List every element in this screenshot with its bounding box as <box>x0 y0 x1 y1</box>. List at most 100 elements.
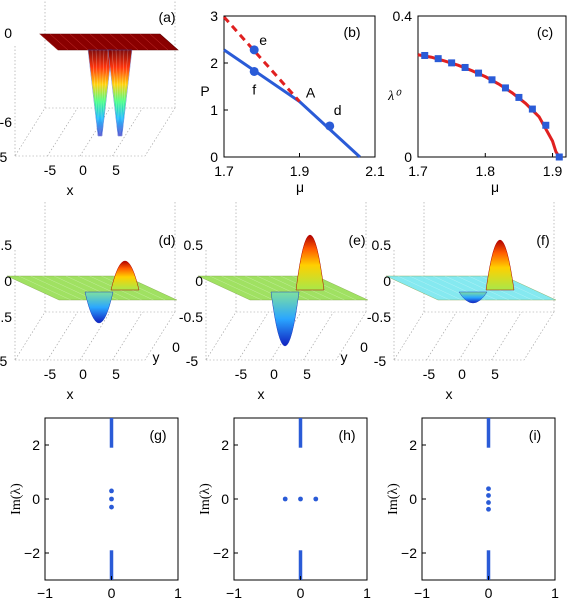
panel-b-point-d <box>325 121 335 131</box>
panel-e-xlabel: x <box>258 386 265 402</box>
panel-a-mesh-line <box>39 33 59 51</box>
panel-c-marker <box>448 59 456 67</box>
panel-i-ytick-label: 2 <box>409 437 417 453</box>
panel-b-ytick-label: 3 <box>210 8 218 24</box>
panel-h-ytick-label: −2 <box>213 545 229 561</box>
panel-c-marker <box>501 84 509 92</box>
panel-c-marker <box>475 69 483 77</box>
panel-a-ztick-label: 0 <box>4 25 12 41</box>
panel-a-mesh-line <box>79 33 99 51</box>
panel-d-floor-grid <box>79 311 111 361</box>
panel-e-trough <box>270 291 300 346</box>
panel-c-marker <box>488 76 496 84</box>
panel-a-well-mesh <box>100 49 105 137</box>
panel-c-marker <box>434 55 442 63</box>
panel-c-curve <box>417 53 561 158</box>
panel-a-mesh-line <box>59 33 79 51</box>
panel-d-xtick-label: 0 <box>79 366 87 382</box>
panel-d-trough <box>84 291 114 324</box>
panel-c-marker <box>555 153 563 161</box>
panel-b-xtick-label: 2.1 <box>365 163 385 179</box>
panel-a-floor-grid <box>112 107 143 157</box>
panel-h-xtick-label: 1 <box>363 585 371 601</box>
panel-i-xtick-label: −1 <box>414 585 430 601</box>
panel-a-well-mesh <box>121 49 133 137</box>
panel-a-label: (a) <box>158 9 175 25</box>
panel-d-ztick-label: 0.5 <box>0 237 12 253</box>
panel-b-dashed-branch <box>222 15 301 103</box>
panel-e-mesh-line <box>209 275 262 301</box>
panel-i-label: (i) <box>529 427 541 443</box>
panel-e-mesh-line <box>221 275 274 301</box>
panel-c-ytick-label: 0.4 <box>393 8 413 24</box>
panel-a-well-mesh <box>95 49 100 137</box>
panel-i-eigenvalue <box>486 493 491 498</box>
panel-c-marker <box>542 121 550 129</box>
panel-e-xtick-label: -5 <box>235 366 248 382</box>
panel-b-ytick-label: 2 <box>210 55 218 71</box>
panel-e-ylabel: y <box>153 349 160 365</box>
panel-f-xlabel: x <box>446 386 453 402</box>
panel-e-floor-grid <box>303 311 334 361</box>
panel-f-floor-grid <box>491 311 522 361</box>
panel-e-mesh-line <box>268 275 321 301</box>
panel-a-well-mesh <box>115 49 120 137</box>
panel-f-mesh-line <box>444 275 498 301</box>
panel-a-xlabel: x <box>67 182 74 198</box>
panel-d-floor-grid <box>112 311 143 361</box>
panel-i-eigenvalue <box>486 506 491 512</box>
panel-c-marker <box>421 51 429 59</box>
panel-b-ytick-label: 0 <box>210 149 218 165</box>
panel-c-ylabel: λ⁰ <box>387 89 402 104</box>
panel-h-label: (h) <box>338 427 355 443</box>
panel-a-xtick-label: 0 <box>79 162 87 178</box>
panel-d-peak <box>110 260 140 291</box>
panel-a-well-mesh <box>107 49 119 137</box>
panel-h-ytick-label: 0 <box>221 491 229 507</box>
panel-i-eigenvalue <box>486 500 491 505</box>
panel-d-ytick-label: -5 <box>0 353 7 369</box>
panel-a-xtick-label: -5 <box>44 162 57 178</box>
panel-a-mesh-line <box>69 33 89 51</box>
panel-a-ztick-label: -6 <box>0 114 12 130</box>
panel-a-floor-grid <box>79 107 111 157</box>
panel-g-xtick-label: −1 <box>37 585 53 601</box>
panel-f-trough <box>458 291 488 304</box>
panel-b-label: (b) <box>343 24 360 40</box>
panel-f-mesh-line <box>456 275 509 301</box>
panel-e-peak <box>295 235 325 291</box>
panel-i-eigenvalue <box>486 486 491 492</box>
panel-a-well-mesh <box>87 49 99 137</box>
panel-f-ztick-label: 0 <box>383 273 391 289</box>
panel-f-xtick-label: 5 <box>491 366 499 382</box>
panel-g-eigenvalue <box>109 488 114 494</box>
panel-h-ylabel: Im(λ) <box>198 483 213 515</box>
panel-c-xtick-label: 1.7 <box>408 163 428 179</box>
panel-f-mesh-line <box>397 275 450 301</box>
panel-a-well-mesh <box>120 49 125 137</box>
panel-i-xtick-label: 1 <box>551 585 559 601</box>
panel-f-ytick-label: 0 <box>360 339 368 355</box>
panel-g-eigenvalue <box>109 496 114 502</box>
panel-a-well-mesh <box>121 49 129 137</box>
panel-g-xtick-label: 1 <box>174 585 182 601</box>
panel-a-mesh-line <box>119 33 139 51</box>
panel-c-xlabel: μ <box>491 179 499 195</box>
panel-e-mesh-line <box>256 275 310 301</box>
panel-g-xtick-label: 0 <box>108 585 116 601</box>
panel-b-point-label-d: d <box>334 102 342 118</box>
panel-i-ytick-label: 0 <box>409 491 417 507</box>
panel-d-mesh-line <box>30 275 83 301</box>
panel-a-ytick-label: -5 <box>0 149 7 165</box>
panel-d-xlabel: x <box>67 386 74 402</box>
panel-e-ztick-label: 0 <box>195 273 203 289</box>
panel-f-peak <box>485 239 515 291</box>
panel-g-label: (g) <box>149 427 166 443</box>
panel-d-mesh-line <box>18 275 71 301</box>
panel-e-xtick-label: 0 <box>270 366 278 382</box>
panel-d-xtick-label: -5 <box>44 366 57 382</box>
panel-h-xtick-label: −1 <box>226 585 242 601</box>
panel-g-eigenvalue <box>109 504 114 510</box>
panel-h-eigenvalue <box>298 496 303 502</box>
panel-a-mesh-line <box>99 33 119 51</box>
